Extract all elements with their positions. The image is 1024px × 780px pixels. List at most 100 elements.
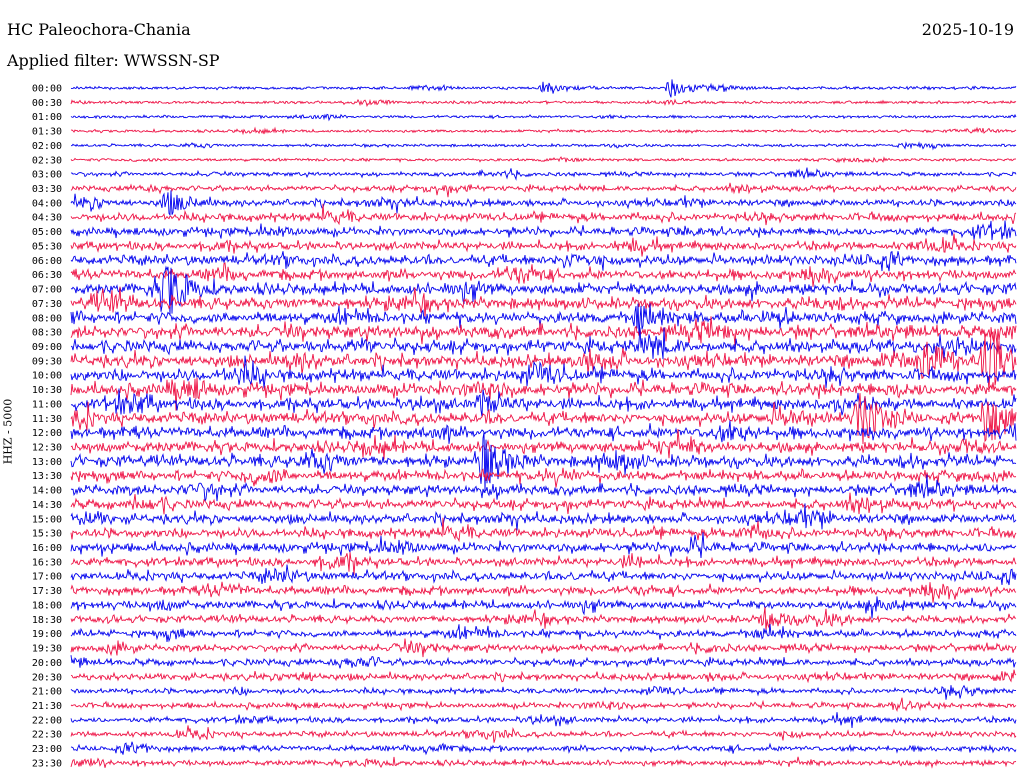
seismic-trace-0100: [70, 113, 1017, 122]
time-tick-label: 19:00: [32, 629, 62, 640]
time-tick-label: 14:00: [32, 486, 62, 497]
time-tick-label: 08:00: [32, 313, 62, 324]
time-tick-label: 00:30: [32, 98, 62, 109]
seismic-trace-2130: [70, 697, 1017, 713]
seismic-trace-2330: [70, 756, 1017, 769]
time-tick-label: 07:00: [32, 285, 62, 296]
time-tick-label: 10:00: [32, 371, 62, 382]
seismic-trace-2100: [70, 684, 1017, 700]
seismic-trace-1500: [70, 503, 1017, 531]
seismic-trace-1400: [70, 474, 1017, 502]
seismic-trace-0200: [70, 141, 1017, 151]
seismic-trace-0900: [70, 327, 1017, 360]
time-tick-label: 14:30: [32, 500, 62, 511]
time-tick-label: 02:30: [32, 155, 62, 166]
time-tick-label: 04:30: [32, 213, 62, 224]
time-tick-label: 02:00: [32, 141, 62, 152]
time-tick-label: 10:30: [32, 385, 62, 396]
time-tick-label: 12:00: [32, 428, 62, 439]
time-tick-label: 21:00: [32, 687, 62, 698]
seismic-trace-0430: [70, 203, 1017, 226]
time-tick-label: 22:30: [32, 730, 62, 741]
time-tick-label: 13:00: [32, 457, 62, 468]
seismic-trace-2230: [70, 725, 1017, 743]
time-tick-label: 19:30: [32, 644, 62, 655]
seismic-trace-0530: [70, 233, 1017, 257]
seismic-trace-0000: [70, 79, 1017, 98]
seismic-trace-1130: [70, 393, 1017, 445]
seismic-trace-1000: [70, 355, 1017, 389]
time-tick-label: 17:30: [32, 586, 62, 597]
seismic-trace-0300: [70, 167, 1017, 181]
time-tick-label: 09:00: [32, 342, 62, 353]
time-tick-label: 09:30: [32, 356, 62, 367]
time-tick-label: 21:30: [32, 701, 62, 712]
seismic-trace-2300: [70, 741, 1017, 756]
time-tick-label: 20:30: [32, 672, 62, 683]
time-tick-label: 16:00: [32, 543, 62, 554]
seismic-trace-0930: [70, 327, 1017, 393]
time-tick-label: 16:30: [32, 557, 62, 568]
time-tick-label: 11:30: [32, 414, 62, 425]
seismic-trace-0400: [70, 190, 1017, 217]
seismic-trace-1900: [70, 624, 1017, 643]
seismic-trace-0030: [70, 98, 1017, 108]
time-tick-label: 03:00: [32, 170, 62, 181]
time-tick-label: 22:00: [32, 715, 62, 726]
time-tick-label: 18:30: [32, 615, 62, 626]
seismic-trace-1700: [70, 564, 1017, 586]
time-tick-label: 00:00: [32, 84, 62, 95]
seismic-trace-1600: [70, 532, 1017, 558]
time-tick-label: 06:30: [32, 270, 62, 281]
seismic-trace-1630: [70, 552, 1017, 575]
seismic-trace-0730: [70, 286, 1017, 319]
time-tick-label: 15:30: [32, 529, 62, 540]
time-tick-label: 07:30: [32, 299, 62, 310]
seismic-trace-0800: [70, 303, 1017, 335]
seismic-trace-0600: [70, 251, 1017, 272]
time-tick-label: 06:00: [32, 256, 62, 267]
seismic-trace-1330: [70, 467, 1017, 488]
time-tick-label: 05:30: [32, 241, 62, 252]
seismic-trace-2200: [70, 712, 1017, 728]
seismic-trace-0230: [70, 156, 1017, 164]
seismic-trace-2000: [70, 655, 1017, 669]
time-tick-label: 17:00: [32, 572, 62, 583]
seismic-trace-0130: [70, 126, 1017, 136]
time-tick-label: 05:00: [32, 227, 62, 238]
seismic-trace-1430: [70, 492, 1017, 515]
seismic-trace-0330: [70, 182, 1017, 198]
time-tick-label: 20:00: [32, 658, 62, 669]
date-label: 2025-10-19: [921, 20, 1014, 39]
seismic-trace-0630: [70, 262, 1017, 287]
seismic-trace-1930: [70, 638, 1017, 658]
seismic-trace-0830: [70, 316, 1017, 346]
seismic-trace-1030: [70, 377, 1017, 411]
seismic-trace-1730: [70, 581, 1017, 603]
seismic-trace-1530: [70, 517, 1017, 543]
seismic-trace-0500: [70, 220, 1017, 241]
time-tick-label: 03:30: [32, 184, 62, 195]
seismic-trace-1100: [70, 388, 1017, 417]
time-tick-label: 23:30: [32, 758, 62, 769]
time-tick-label: 23:00: [32, 744, 62, 755]
time-tick-label: 01:00: [32, 112, 62, 123]
time-tick-label: 04:00: [32, 198, 62, 209]
time-tick-label: 01:30: [32, 127, 62, 138]
time-tick-label: 12:30: [32, 443, 62, 454]
station-title: HC Paleochora-Chania: [7, 20, 191, 39]
seismic-trace-0700: [70, 265, 1017, 316]
time-tick-label: 18:00: [32, 600, 62, 611]
seismic-trace-1230: [70, 428, 1017, 460]
time-tick-label: 11:00: [32, 399, 62, 410]
seismic-trace-1200: [70, 420, 1017, 444]
time-tick-label: 15:00: [32, 514, 62, 525]
seismic-trace-1300: [70, 432, 1017, 493]
time-tick-label: 08:30: [32, 328, 62, 339]
filter-label: Applied filter: WWSSN-SP: [7, 51, 220, 70]
seismic-trace-1800: [70, 596, 1017, 619]
time-tick-label: 13:30: [32, 471, 62, 482]
seismic-trace-2030: [70, 669, 1017, 684]
seismic-trace-1830: [70, 607, 1017, 632]
